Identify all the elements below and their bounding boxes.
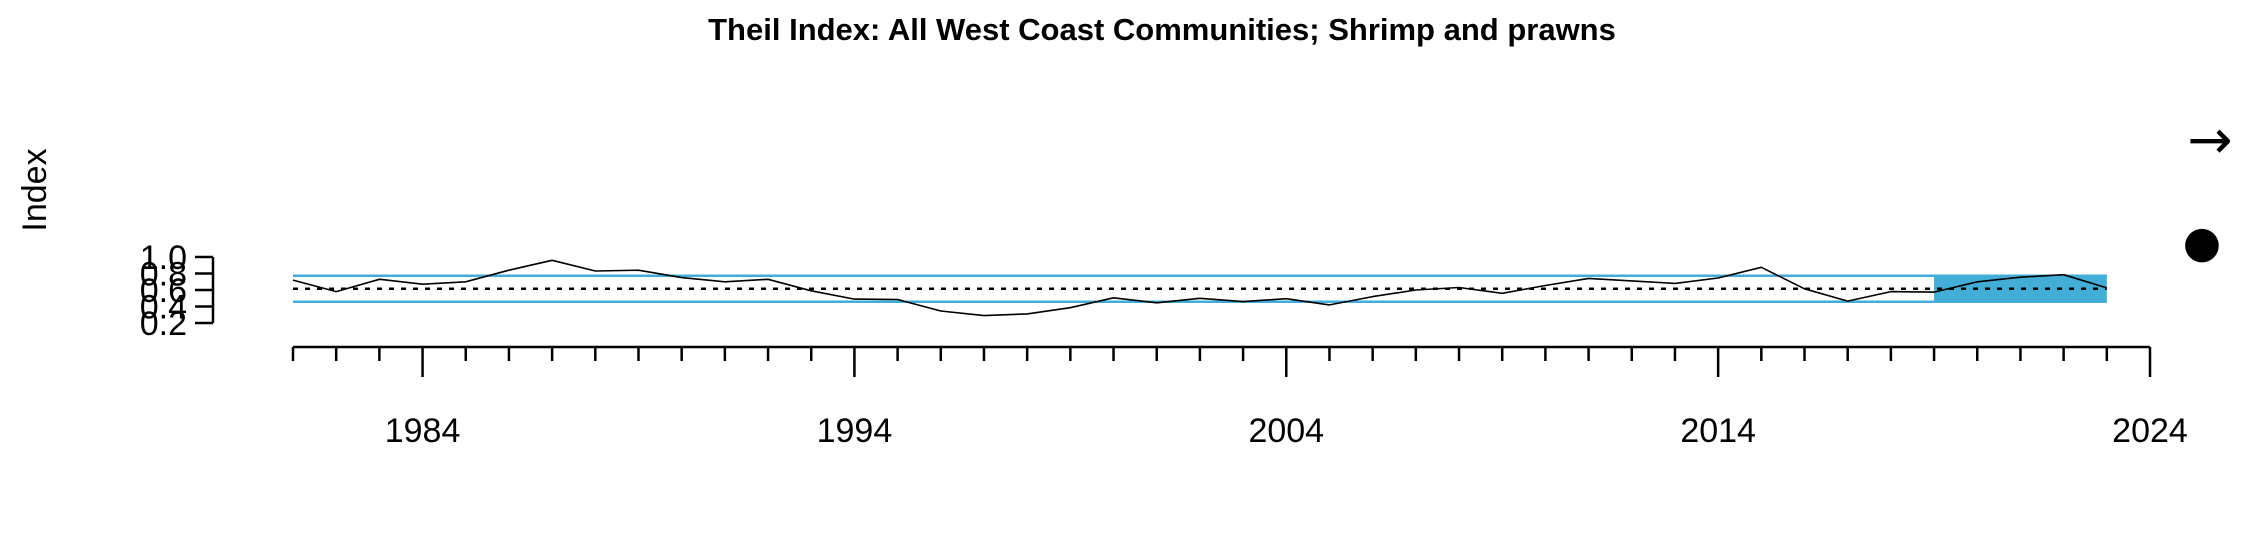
x-axis: 1984 1994 2004 2014 2024 — [291, 345, 2188, 450]
y-axis-label: Index — [16, 148, 54, 231]
x-tick-label: 2014 — [1680, 412, 1756, 450]
x-tick-label: 1984 — [385, 412, 461, 450]
y-tick-label: 0.4 — [140, 289, 187, 327]
trend-indicators: →● — [2183, 108, 2233, 268]
recent-mean-dot-icon: ● — [2183, 217, 2221, 268]
y-axis: 0.20.40.60.81.0 — [140, 239, 215, 343]
y-tick-label: 0.8 — [140, 256, 187, 294]
trend-arrow-icon: → — [2187, 108, 2232, 171]
theil-index-line — [292, 259, 2108, 317]
series-line — [292, 259, 2108, 317]
reference-lines — [293, 274, 2107, 303]
y-tick-label: 0.2 — [140, 305, 187, 343]
chart-title: Theil Index: All West Coast Communities;… — [708, 12, 1616, 47]
x-tick-label: 2024 — [2112, 412, 2188, 450]
y-tick-label: 1.0 — [140, 239, 187, 277]
x-tick-label: 1994 — [817, 412, 893, 450]
x-tick-label: 2004 — [1248, 412, 1324, 450]
y-tick-label: 0.6 — [140, 272, 187, 310]
